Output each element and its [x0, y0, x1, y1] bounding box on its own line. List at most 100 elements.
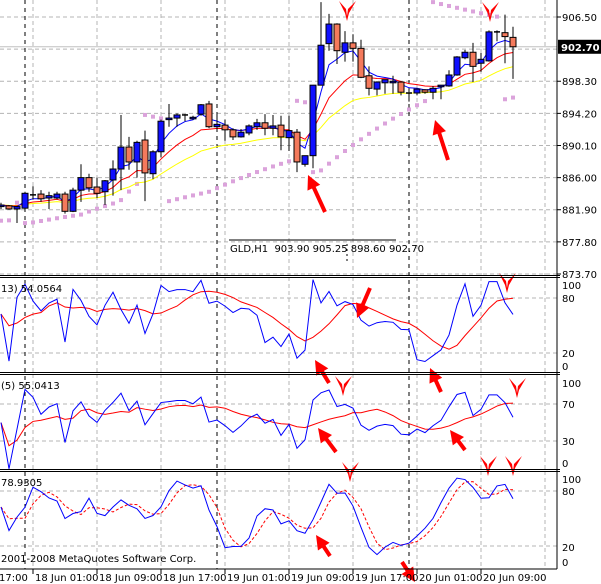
sar-dot — [175, 197, 179, 202]
candle-body — [293, 131, 301, 163]
indicator-axis-label: 20 — [562, 543, 575, 554]
candle — [21, 191, 29, 210]
sar-dot — [359, 137, 363, 142]
sar-dot — [111, 201, 115, 206]
annotation-down-marker — [342, 462, 359, 482]
candle-body — [85, 177, 93, 189]
sar-dot — [407, 107, 411, 112]
candle-body — [453, 56, 461, 76]
sar-dot — [143, 112, 147, 117]
price-axis-label: 881.90 — [562, 206, 597, 217]
candle-body — [429, 87, 437, 93]
sar-dot — [383, 121, 387, 126]
indicator-axis-label: 20 — [562, 349, 575, 360]
sar-dot — [367, 131, 371, 136]
candle-body — [197, 104, 205, 115]
annotation-arrow — [316, 535, 332, 558]
candle — [325, 13, 333, 51]
candle — [141, 130, 149, 202]
candle-body — [141, 139, 149, 174]
candle — [509, 26, 517, 79]
indicator-axis-label: 0 — [562, 362, 568, 373]
annotation-down-marker — [335, 376, 352, 396]
sar-dot — [7, 218, 11, 223]
time-axis-label: 20 Jun 09:00 — [483, 573, 547, 584]
candle — [205, 100, 213, 129]
sar-dot — [47, 217, 51, 222]
candle — [301, 155, 309, 167]
indicator-label: (5) 55.0413 — [1, 381, 60, 392]
candle-body — [389, 80, 397, 84]
candle-body — [205, 103, 213, 128]
current-price-box — [558, 39, 601, 54]
price-axis-label: 877.80 — [562, 238, 597, 249]
candle-body — [301, 155, 309, 165]
sar-dot — [319, 168, 323, 173]
price-axis-label: 894.20 — [562, 109, 597, 120]
sar-dot — [391, 116, 395, 121]
candle — [373, 81, 381, 96]
indicator-panels: 13) 54.0564 (5) 55.0413 78.9305 — [0, 279, 514, 556]
time-axis-label: 18 Jun 09:00 — [99, 573, 163, 584]
indicator3-signal-line — [0, 481, 514, 551]
annotation-down-marker — [482, 2, 499, 22]
sar-dot — [335, 155, 339, 160]
indicator1-main-line — [0, 279, 514, 363]
candle — [365, 66, 373, 96]
candle-body — [13, 206, 21, 210]
candle — [85, 173, 93, 192]
sar-dot — [95, 206, 99, 211]
price-axis-label: 873.70 — [562, 270, 597, 281]
candle — [189, 115, 197, 120]
candle — [101, 179, 109, 206]
candle — [461, 49, 469, 60]
indicator-axis-label: 30 — [562, 437, 575, 448]
sar-dot — [351, 143, 355, 148]
candle — [341, 31, 349, 62]
sar-dot — [247, 172, 251, 177]
indicator-axis-label: 100 — [562, 475, 581, 486]
indicator-label: 78.9305 — [1, 478, 42, 489]
sar-dot — [0, 218, 3, 223]
ohlc-info: GLD,H1 903.90 905.25 898.60 902.70 — [229, 239, 424, 262]
candle — [494, 30, 500, 42]
candle-body — [317, 44, 325, 86]
candle-body — [285, 130, 293, 139]
time-axis-label: 18 Jun 01:00 — [35, 573, 99, 584]
sar-dot — [279, 161, 283, 166]
annotation-down-marker — [480, 456, 497, 476]
time-axis-label: 17:00 — [0, 573, 28, 584]
annotation-down-marker — [509, 378, 526, 398]
sar-dot — [463, 7, 467, 12]
candle — [469, 42, 477, 83]
candle — [381, 79, 389, 94]
candle-body — [101, 180, 109, 193]
candle-body — [421, 89, 429, 93]
candle — [37, 190, 45, 202]
candle — [93, 177, 101, 198]
candle-body — [381, 79, 389, 84]
candle-body — [501, 32, 509, 38]
sar-dot — [479, 11, 483, 16]
candle-body — [109, 168, 117, 181]
candle — [53, 191, 61, 200]
sar-dot — [471, 9, 475, 14]
candle — [0, 202, 5, 209]
sar-dot — [199, 191, 203, 196]
candle — [349, 34, 357, 62]
candle-body — [509, 36, 517, 48]
sar-dot — [311, 170, 315, 175]
sar-dot — [375, 126, 379, 131]
candle-body — [349, 42, 357, 49]
candle-body — [69, 189, 77, 212]
time-axis-label: 18 Jun 17:00 — [163, 573, 227, 584]
candle — [269, 114, 277, 136]
sar-dot — [23, 221, 27, 226]
sar-dot — [295, 98, 299, 103]
candle-body — [469, 51, 477, 67]
indicator1-signal-line — [0, 290, 514, 350]
candle-body — [445, 74, 453, 87]
candle-body — [261, 122, 269, 129]
candle — [133, 140, 141, 178]
